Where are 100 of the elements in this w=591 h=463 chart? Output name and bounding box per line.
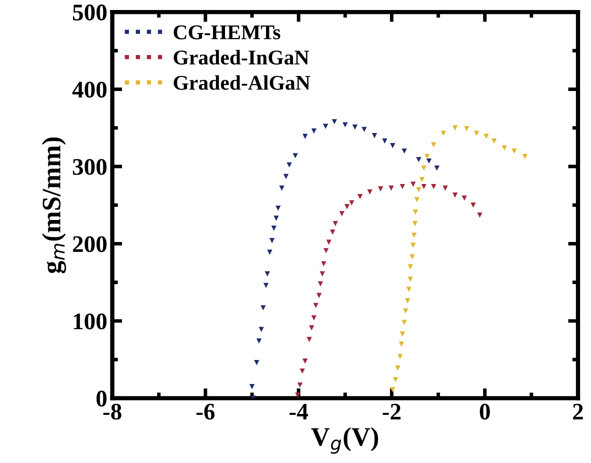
point [321, 261, 326, 266]
point [332, 221, 338, 226]
point [302, 134, 308, 139]
point [388, 186, 394, 191]
point [502, 145, 508, 151]
point [431, 184, 436, 190]
point [260, 305, 266, 310]
point [434, 165, 440, 171]
point [332, 119, 338, 124]
point [258, 326, 264, 332]
x-tick-label: 2 [573, 404, 583, 420]
point [426, 158, 432, 164]
point [362, 126, 367, 132]
point [390, 143, 396, 148]
point [283, 174, 289, 180]
point [492, 138, 497, 144]
point [390, 387, 396, 392]
point [264, 271, 270, 276]
point [254, 360, 260, 366]
point [352, 124, 358, 130]
point [318, 281, 324, 286]
point [462, 196, 467, 201]
point [302, 358, 308, 364]
point [412, 209, 418, 215]
y-axis-title: g$_{m}$(mS/mm) [42, 137, 66, 274]
x-tick-label: -2 [382, 404, 401, 420]
point [410, 254, 415, 260]
point [474, 130, 480, 136]
point [339, 211, 344, 216]
point [408, 264, 413, 270]
point [410, 242, 416, 248]
point [406, 286, 412, 292]
point [464, 126, 470, 132]
point [416, 187, 422, 192]
point [392, 377, 398, 382]
point [372, 133, 378, 138]
point [330, 230, 336, 235]
point [402, 148, 407, 154]
y-tick-label: 200 [73, 236, 107, 252]
point [269, 238, 275, 244]
point [344, 204, 350, 210]
point [414, 197, 420, 202]
y-tick-label: 100 [74, 313, 107, 330]
y-tick-label: 400 [72, 82, 107, 98]
point [323, 248, 329, 254]
point [411, 232, 417, 238]
legend-label: Graded-InGaN [174, 50, 310, 65]
x-axis-title: V$_{g}$(V) [311, 427, 378, 454]
point [313, 302, 318, 308]
y-tick-label: 500 [72, 4, 107, 20]
x-tick-label: -4 [290, 404, 308, 420]
point [357, 194, 363, 200]
point [295, 392, 300, 398]
point [311, 128, 317, 134]
point [442, 186, 448, 191]
point [279, 186, 284, 191]
point [367, 189, 372, 195]
point [419, 177, 425, 182]
point [309, 325, 314, 330]
point [477, 212, 482, 218]
point [286, 162, 292, 168]
x-tick-label: -6 [196, 404, 215, 420]
point [378, 186, 384, 192]
point [403, 308, 408, 314]
point [421, 165, 426, 171]
point [322, 124, 328, 129]
point [316, 292, 322, 298]
point [271, 226, 276, 231]
point [412, 221, 418, 226]
point [306, 336, 312, 342]
point [410, 182, 416, 187]
x-tick-label: 0 [480, 404, 490, 420]
point [274, 216, 279, 221]
point [400, 331, 406, 337]
point [249, 384, 255, 390]
legend-label: Graded-AlGaN [174, 75, 310, 90]
point [349, 200, 354, 206]
point [300, 368, 305, 374]
point [484, 134, 489, 139]
point [395, 365, 400, 371]
point [326, 240, 332, 245]
point [267, 250, 272, 255]
legend-label: CG-HEMTs [174, 25, 280, 40]
point [256, 338, 262, 344]
point [342, 122, 348, 128]
point [402, 320, 407, 326]
point [404, 298, 410, 304]
point [416, 156, 422, 162]
point [297, 382, 303, 388]
point [512, 148, 517, 154]
point [452, 125, 458, 130]
point [292, 153, 298, 158]
point [275, 206, 281, 211]
point [522, 154, 528, 160]
point [263, 282, 269, 288]
point [470, 202, 476, 208]
point [320, 271, 325, 276]
point [421, 184, 426, 190]
point [400, 184, 406, 190]
point [452, 192, 458, 198]
